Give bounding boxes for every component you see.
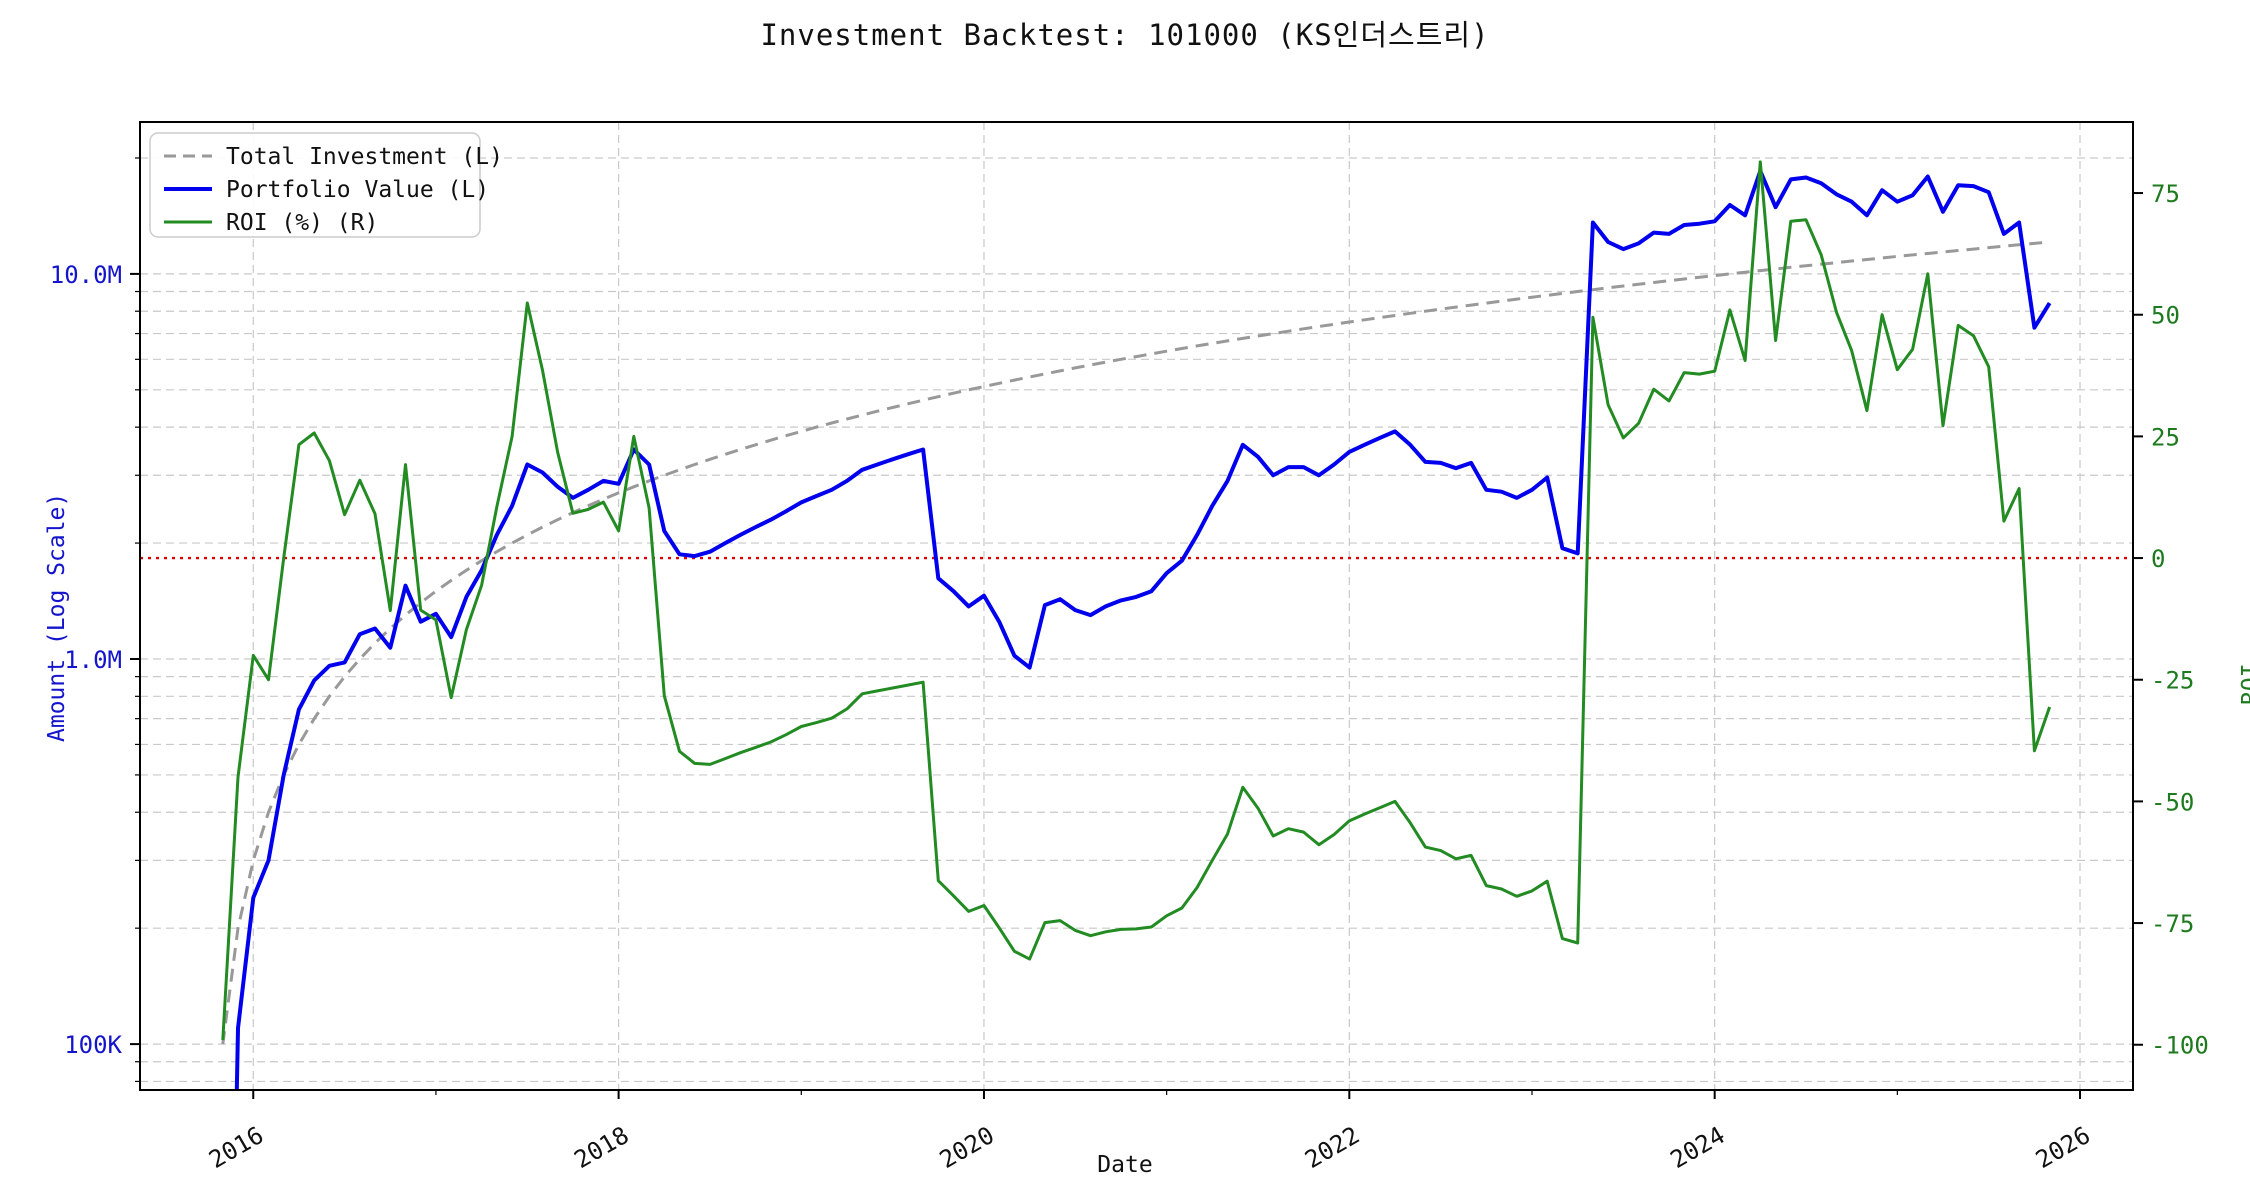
legend-item-label: Portfolio Value (L) [226, 177, 489, 203]
total-investment-line [221, 240, 2050, 1045]
plot-frame [139, 121, 2134, 1091]
y-left-tick-label: 100K [64, 1031, 122, 1059]
x-tick-label: 2022 [1300, 1121, 1364, 1174]
x-tick-label: 2016 [204, 1121, 268, 1174]
axis-ticks [130, 157, 2143, 1099]
portfolio-value-line [234, 169, 2052, 1089]
y-left-tick-label: 1.0M [64, 646, 122, 674]
y-right-tick-label: -50 [2151, 788, 2194, 816]
x-tick-label: 2024 [1666, 1121, 1730, 1174]
chart-title: Investment Backtest: 101000 (KS인더스트리) [760, 18, 1490, 52]
y-right-tick-label: 25 [2151, 423, 2180, 451]
grid-lines [140, 122, 2133, 1090]
x-tick-label: 2018 [570, 1121, 634, 1174]
x-tick-label: 2026 [2031, 1121, 2095, 1174]
legend-box [149, 132, 481, 238]
y-right-tick-label: -100 [2151, 1032, 2209, 1060]
x-axis-label: Date [1097, 1152, 1153, 1178]
y-right-tick-label: 75 [2151, 180, 2180, 208]
y-left-tick-label: 10.0M [50, 261, 122, 289]
legend: Total Investment (L) Portfolio Value (L) R… [149, 132, 503, 238]
plot-area [140, 122, 2133, 1090]
legend-item-label: ROI (%) (R) [226, 210, 378, 236]
y-right-tick-label: -25 [2151, 667, 2194, 695]
y-right-tick-label: -75 [2151, 910, 2194, 938]
legend-item-label: Total Investment (L) [226, 144, 503, 170]
y-right-tick-label: 0 [2151, 545, 2165, 573]
x-tick-label: 2020 [935, 1121, 999, 1174]
roi-line [221, 160, 2052, 1040]
y-right-tick-label: 50 [2151, 302, 2180, 330]
